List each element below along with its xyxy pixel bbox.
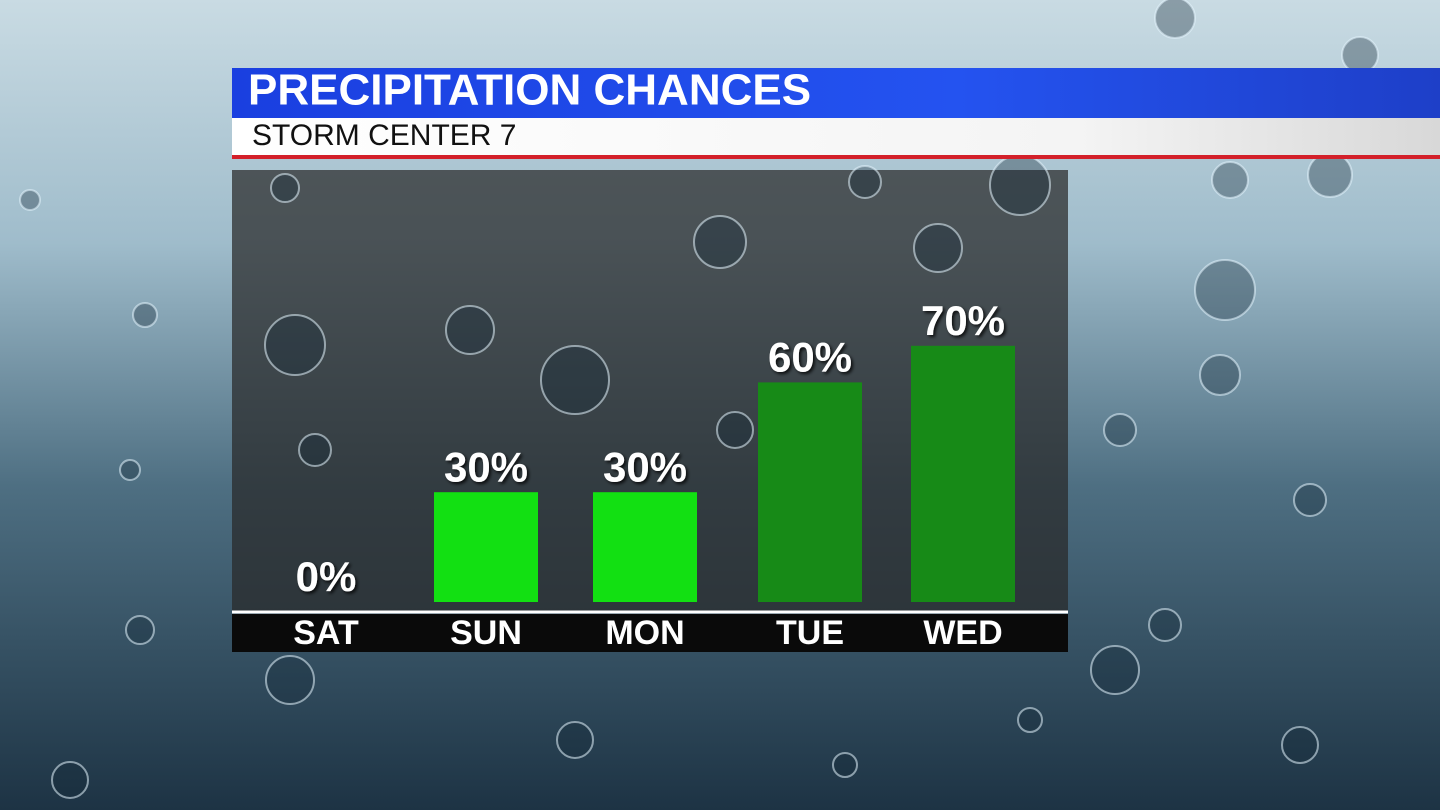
label-strip [232,614,1068,652]
x-tick-label: TUE [776,614,844,652]
x-tick-label: SUN [450,614,522,652]
bar [911,345,1015,602]
value-label: 0% [296,553,357,600]
rain-drops [19,0,1379,799]
title-bar [232,68,1440,118]
chart-subtitle: STORM CENTER 7 [252,119,516,152]
value-label: 30% [444,443,528,490]
x-tick-label: MON [605,614,684,652]
plot: SAT 0% SUN 30% MON 30% TUE 60% WED 70% [293,297,1015,652]
value-label: 70% [921,297,1005,344]
x-tick-label: WED [923,614,1002,652]
red-rule [232,155,1440,159]
subtitle-bar [232,118,1440,155]
bar [593,492,697,602]
x-tick-label: SAT [293,614,359,652]
panel-drops [264,154,1051,467]
value-label: 30% [603,443,687,490]
value-label: 60% [768,333,852,380]
bar [434,492,538,602]
chart-title: PRECIPITATION CHANCES [248,66,811,115]
bar [758,382,862,602]
